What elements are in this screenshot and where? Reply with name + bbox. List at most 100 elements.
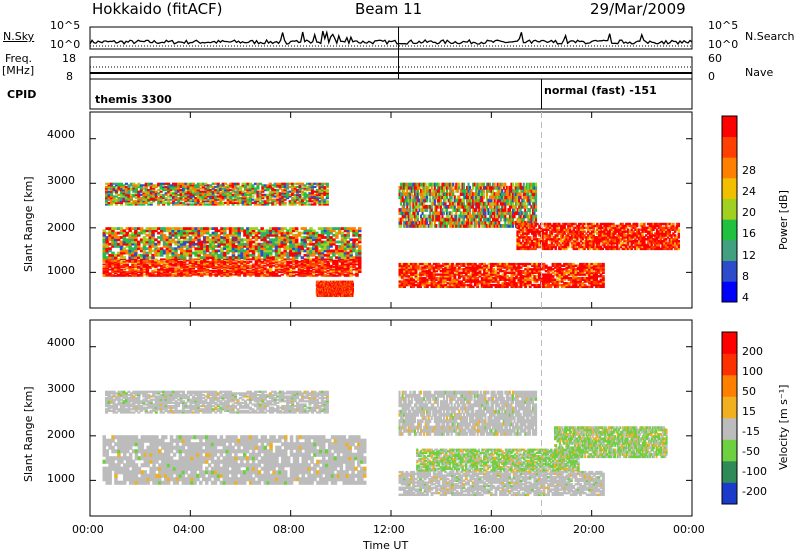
- power-cell: [530, 198, 533, 203]
- power-cell: [515, 273, 518, 276]
- power-cell: [504, 192, 507, 196]
- power-cell: [421, 198, 424, 203]
- power-cell: [211, 190, 215, 193]
- power-cell: [462, 198, 465, 203]
- power-cell: [298, 187, 302, 190]
- power-cell: [308, 195, 312, 198]
- power-cell: [269, 247, 273, 251]
- power-cell: [181, 184, 185, 187]
- power-cell: [165, 263, 170, 266]
- power-cell: [289, 247, 293, 251]
- power-cell: [323, 247, 328, 251]
- power-cell: [248, 272, 253, 275]
- cpid-frame: [89, 78, 693, 110]
- power-cell: [134, 192, 138, 195]
- power-cell: [160, 260, 164, 263]
- nsearch-tick-top: 10^5: [708, 19, 739, 32]
- power-cell: [292, 256, 296, 259]
- power-cell: [298, 203, 302, 206]
- power-cell: [119, 251, 124, 255]
- power-cell: [162, 274, 167, 277]
- power-cell: [524, 268, 528, 271]
- power-cell: [114, 271, 118, 273]
- power-cell: [216, 203, 220, 206]
- power-cell: [115, 182, 119, 185]
- power-cell: [251, 236, 256, 239]
- power-cell: [421, 282, 425, 285]
- power-cell: [423, 266, 427, 269]
- power-cell: [516, 220, 519, 225]
- power-cell: [196, 203, 200, 206]
- power-cell: [292, 259, 296, 262]
- power-cell: [214, 262, 218, 265]
- power-cell: [194, 185, 198, 189]
- power-cell: [521, 269, 525, 273]
- power-cell: [435, 266, 438, 269]
- power-cell: [231, 201, 235, 204]
- power-cell: [455, 283, 459, 287]
- power-cell: [293, 201, 297, 204]
- power-cell: [527, 220, 530, 225]
- power-cell: [423, 273, 427, 276]
- power-cell: [335, 256, 339, 259]
- power-cell: [467, 269, 470, 273]
- power-cell: [421, 208, 424, 212]
- power-cell: [525, 182, 528, 187]
- power-cell: [197, 249, 201, 253]
- power-cell: [274, 260, 279, 263]
- power-cell: [508, 224, 511, 228]
- power-cell: [261, 201, 265, 204]
- power-cell: [105, 249, 109, 253]
- power-cell: [504, 214, 507, 219]
- power-cell: [157, 249, 161, 253]
- power-cell: [160, 231, 164, 235]
- power-cell: [119, 201, 123, 204]
- power-cell: [228, 227, 233, 230]
- power-cell: [407, 264, 411, 267]
- power-cell: [197, 271, 201, 273]
- power-cell: [528, 198, 531, 203]
- power-cell: [337, 272, 342, 275]
- power-cell: [271, 240, 276, 244]
- power-cell: [470, 192, 473, 196]
- power-cell: [447, 198, 450, 203]
- power-cell: [281, 184, 285, 187]
- power-cell: [139, 190, 143, 193]
- power-cell: [439, 185, 442, 190]
- power-cell: [102, 267, 106, 270]
- power-cell: [483, 280, 486, 283]
- power-cell: [315, 264, 319, 267]
- power-cell: [498, 185, 501, 190]
- power-cell: [237, 242, 241, 246]
- power-cell: [404, 220, 407, 225]
- power-cell: [201, 182, 205, 185]
- power-cell: [231, 236, 236, 239]
- power-cell: [469, 195, 472, 200]
- power-cell: [206, 184, 210, 187]
- power-cell: [142, 256, 147, 259]
- power-cell: [496, 195, 499, 200]
- power-cell: [269, 274, 273, 277]
- power-cell: [412, 271, 416, 274]
- power-cell: [152, 189, 156, 192]
- power-cell: [464, 262, 468, 266]
- power-cell: [257, 269, 262, 272]
- power-cell: [111, 229, 115, 233]
- power-cell: [313, 198, 317, 201]
- power-cell: [428, 269, 432, 273]
- power-cell: [286, 267, 290, 270]
- power-cell: [424, 192, 427, 196]
- power-cell: [105, 190, 109, 193]
- power-cell: [433, 185, 436, 190]
- power-cell: [260, 247, 264, 251]
- power-cell: [437, 264, 441, 267]
- power-cell: [171, 231, 175, 235]
- power-cell: [407, 224, 410, 228]
- power-cell: [478, 217, 481, 222]
- power-cell: [404, 208, 407, 212]
- power-cell: [320, 264, 325, 267]
- power-cell: [502, 214, 505, 219]
- power-cell: [332, 238, 336, 242]
- power-cell: [271, 187, 275, 190]
- power-cell: [310, 182, 314, 185]
